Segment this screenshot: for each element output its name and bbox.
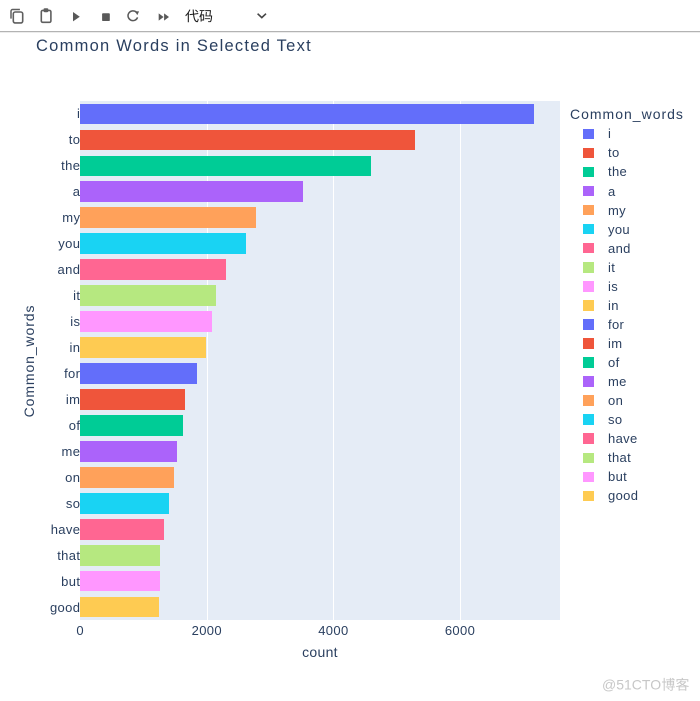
svg-text:@51CTO: @51CTO [602,677,661,693]
